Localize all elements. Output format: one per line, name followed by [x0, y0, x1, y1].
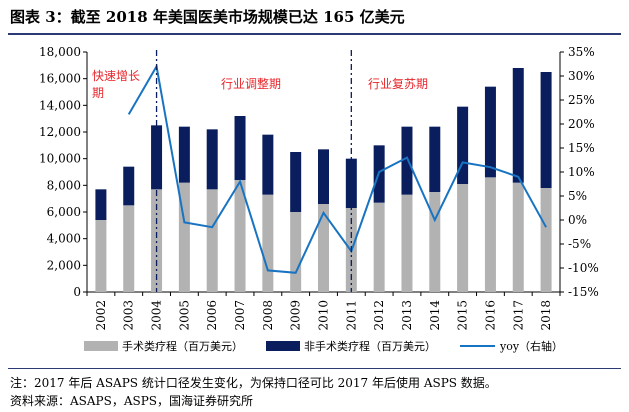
bar-non-surgical — [290, 152, 302, 212]
left-tick-label: 14,000 — [39, 98, 81, 112]
right-tick-label: -15% — [568, 285, 599, 299]
x-tick-label: 2018 — [539, 300, 553, 331]
x-tick-label: 2002 — [94, 300, 108, 331]
bar-surgical — [540, 188, 552, 292]
left-tick-label: 2,000 — [47, 258, 81, 272]
x-tick-label: 2003 — [122, 300, 136, 331]
bar-surgical — [484, 177, 496, 292]
bar-surgical — [512, 182, 524, 292]
bar-non-surgical — [318, 149, 329, 204]
right-tick-label: 30% — [568, 69, 595, 83]
x-tick-label: 2008 — [261, 300, 275, 331]
yoy-line — [127, 63, 547, 274]
right-tick-label: 5% — [568, 189, 587, 203]
source-text: 资料来源：ASAPS，ASPS，国海证券研究所 — [10, 394, 254, 408]
x-tick-label: 2010 — [317, 300, 331, 331]
bar-non-surgical — [345, 158, 357, 208]
legend-label-surgical: 手术类疗程（百万美元） — [122, 339, 243, 353]
left-tick-label: 10,000 — [39, 152, 81, 166]
annotation-fast-growth: 期 — [92, 86, 104, 100]
x-tick-label: 2014 — [428, 300, 442, 331]
bar-surgical — [206, 189, 218, 292]
bar-surgical — [178, 182, 190, 292]
legend-swatch-surgical — [84, 341, 118, 351]
left-tick-label: 8,000 — [47, 178, 81, 192]
bar-non-surgical — [429, 126, 441, 192]
left-tick-label: 0 — [73, 285, 81, 299]
bar-non-surgical — [540, 72, 552, 188]
annotation-adjustment: 行业调整期 — [221, 76, 281, 91]
note-text: 注：2017 年后 ASAPS 统计口径发生变化，为保持口径可比 2017 年后… — [10, 376, 497, 390]
right-tick-label: 25% — [568, 93, 595, 107]
bar-surgical — [234, 180, 246, 292]
bar-surgical — [457, 184, 469, 292]
right-tick-label: 35% — [568, 45, 595, 59]
left-tick-label: 12,000 — [39, 125, 81, 139]
legend-label-yoy: yoy（右轴） — [499, 339, 563, 353]
bar-non-surgical — [178, 126, 190, 183]
right-tick-label: -5% — [568, 237, 591, 251]
bar-non-surgical — [401, 126, 413, 195]
x-tick-label: 2013 — [400, 300, 414, 331]
bar-surgical — [290, 212, 302, 292]
x-tick-label: 2012 — [372, 300, 386, 331]
bar-non-surgical — [123, 166, 135, 206]
bar-surgical — [151, 189, 163, 292]
right-tick-label: 15% — [568, 141, 595, 155]
x-tick-label: 2006 — [205, 300, 219, 331]
left-tick-label: 18,000 — [39, 45, 81, 59]
x-tick-label: 2009 — [289, 300, 303, 331]
bar-non-surgical — [206, 129, 218, 190]
right-tick-label: 10% — [568, 165, 595, 179]
left-tick-label: 4,000 — [47, 232, 81, 246]
x-tick-label: 2017 — [511, 300, 525, 331]
right-tick-label: -10% — [568, 261, 599, 275]
bar-non-surgical — [484, 86, 496, 178]
annotation-fast-growth: 快速增长 — [92, 69, 140, 83]
left-tick-label: 6,000 — [47, 205, 81, 219]
bar-non-surgical — [262, 134, 274, 195]
bar-non-surgical — [234, 116, 246, 180]
bar-surgical — [429, 192, 441, 292]
bar-surgical — [123, 205, 135, 292]
x-tick-label: 2005 — [177, 300, 191, 331]
x-tick-label: 2007 — [233, 300, 247, 331]
notes-divider — [8, 368, 621, 369]
legend-swatch-non-surgical — [266, 341, 300, 351]
title-divider — [8, 33, 621, 35]
right-tick-label: 0% — [568, 213, 587, 227]
bar-surgical — [373, 202, 385, 292]
market-size-chart: 0 2,000 4,000 6,000 8,000 10,000 12,000 14,000 1… — [39, 45, 599, 353]
bar-non-surgical — [512, 68, 524, 183]
legend-label-non-surgical: 非手术类疗程（百万美元） — [304, 339, 436, 353]
bar-surgical — [95, 220, 107, 292]
bar-non-surgical — [457, 106, 469, 184]
x-tick-label: 2011 — [344, 300, 358, 331]
bar-surgical — [318, 204, 329, 292]
x-tick-label: 2016 — [483, 300, 497, 331]
annotation-recovery: 行业复苏期 — [368, 77, 428, 91]
x-tick-label: 2015 — [456, 300, 470, 331]
page-title: 图表 3：截至 2018 年美国医美市场规模已达 165 亿美元 — [10, 8, 405, 26]
right-tick-label: 20% — [568, 117, 595, 131]
bar-surgical — [262, 194, 274, 292]
bar-surgical — [401, 194, 413, 292]
x-tick-label: 2004 — [150, 300, 164, 331]
left-tick-label: 16,000 — [39, 72, 81, 86]
bar-non-surgical — [95, 189, 107, 220]
